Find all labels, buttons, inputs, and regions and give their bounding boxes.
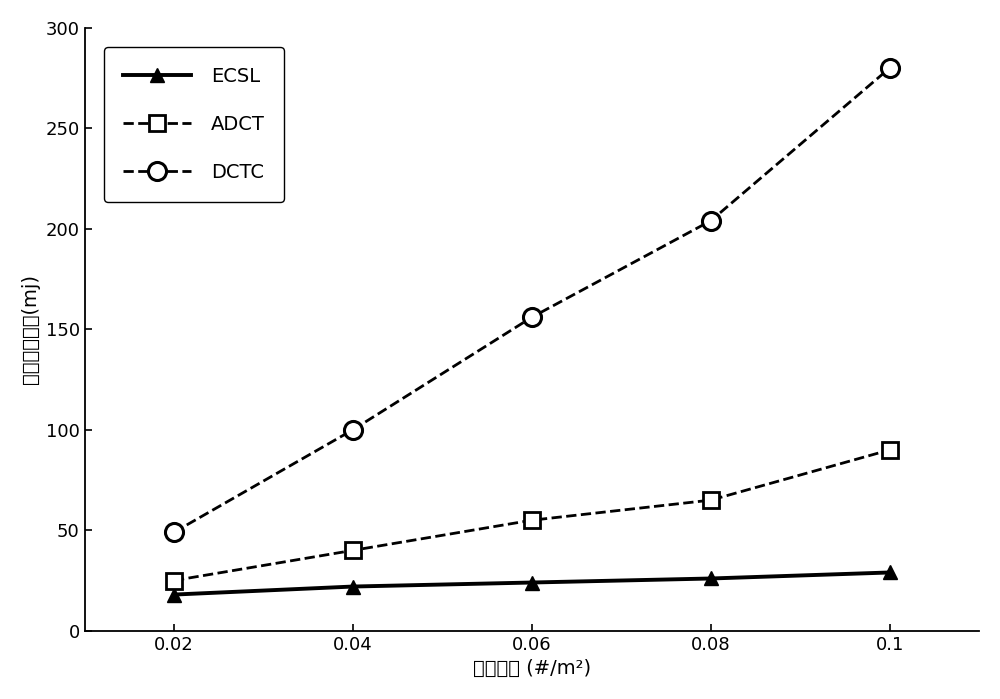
Legend: ECSL, ADCT, DCTC: ECSL, ADCT, DCTC	[104, 48, 284, 201]
ECSL	[347, 582, 359, 591]
ADCT	[526, 516, 538, 524]
Line: ADCT: ADCT	[166, 442, 897, 588]
DCTC	[347, 426, 359, 434]
ECSL	[168, 591, 180, 599]
ADCT	[168, 576, 180, 584]
ADCT	[884, 446, 896, 454]
Y-axis label: 节点能量消耗(mj): 节点能量消耗(mj)	[21, 274, 40, 384]
ECSL	[705, 575, 717, 583]
DCTC	[884, 64, 896, 72]
Line: ECSL: ECSL	[167, 565, 897, 602]
DCTC	[705, 217, 717, 225]
ECSL	[526, 578, 538, 586]
Line: DCTC: DCTC	[165, 59, 899, 541]
ADCT	[347, 546, 359, 554]
X-axis label: 节点密度 (#/m²): 节点密度 (#/m²)	[473, 659, 591, 678]
ADCT	[705, 496, 717, 504]
ECSL	[884, 568, 896, 577]
DCTC	[168, 528, 180, 536]
DCTC	[526, 313, 538, 322]
